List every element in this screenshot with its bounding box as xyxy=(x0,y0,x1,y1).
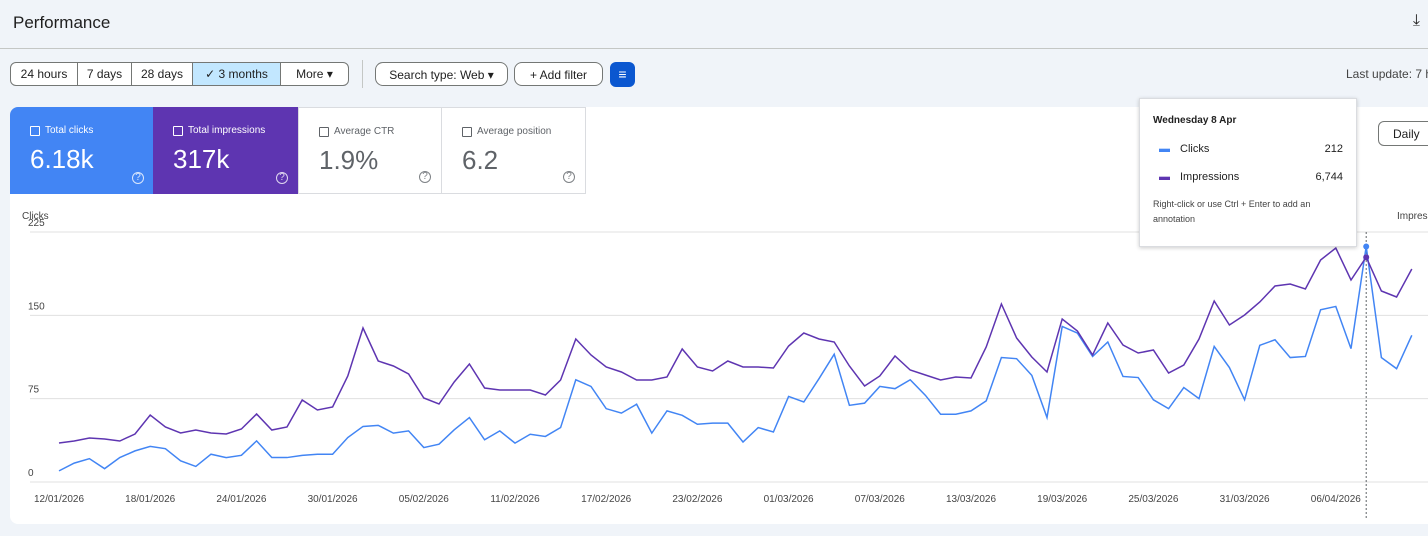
page-title: Performance xyxy=(13,13,111,32)
range-button-selected[interactable]: ✓ 3 months xyxy=(192,62,281,86)
tooltip: Wednesday 8 Apr ▬ Clicks 212 ▬ Impressions 6… xyxy=(1139,98,1357,247)
x-tick-label: 01/03/2026 xyxy=(764,494,814,505)
x-tick-label: 24/01/2026 xyxy=(216,494,266,505)
metric-value: 1.9% xyxy=(319,145,379,175)
y-tick-label: 75 xyxy=(28,385,40,396)
range-button[interactable]: 28 days xyxy=(131,62,193,86)
range-button[interactable]: 7 days xyxy=(77,62,132,86)
separator xyxy=(362,60,363,88)
tooltip-series: Clicks xyxy=(1180,143,1210,155)
x-tick-label: 12/01/2026 xyxy=(34,494,84,505)
tooltip-note: Right-click or use Ctrl + Enter to add a… xyxy=(1153,199,1311,224)
x-tick-label: 31/03/2026 xyxy=(1220,494,1270,505)
metric-label: Total impressions xyxy=(188,125,266,136)
y-tick-label: 150 xyxy=(28,301,45,312)
x-tick-label: 25/03/2026 xyxy=(1128,494,1178,505)
view-select[interactable]: Daily xyxy=(1378,121,1428,146)
range-button[interactable]: 24 hours xyxy=(10,62,78,86)
tooltip-value: 212 xyxy=(1324,143,1343,155)
metric-value: 317k xyxy=(173,144,230,174)
x-tick-label: 06/04/2026 xyxy=(1311,494,1361,505)
hover-point xyxy=(1363,254,1370,261)
metric-label: Average CTR xyxy=(334,126,395,137)
tooltip-series: Impressions xyxy=(1180,171,1240,183)
search-type[interactable]: Search type: Web ▾ xyxy=(375,62,508,86)
download[interactable]: ⤓ xyxy=(1412,12,1420,29)
x-tick-label: 23/02/2026 xyxy=(672,494,722,505)
range-more[interactable]: More ▾ xyxy=(280,62,349,86)
y2-axis-title: Impressions xyxy=(1397,211,1428,222)
add-filter-label: Add filter xyxy=(539,68,588,82)
series-line xyxy=(58,246,1413,472)
last-update: Last update: 7 h xyxy=(1346,67,1428,81)
y-axis-title: Clicks xyxy=(22,211,49,222)
x-tick-label: 17/02/2026 xyxy=(581,494,631,505)
metric-label: Average position xyxy=(477,126,552,137)
metric-card[interactable]: Total clicks 6.18k? xyxy=(10,107,154,194)
filter-icon[interactable]: ≡ xyxy=(610,62,635,87)
metric-label: Total clicks xyxy=(45,125,94,136)
add-filter[interactable]: + Add filter xyxy=(514,62,603,86)
divider xyxy=(0,48,1428,49)
metric-card[interactable]: Average position 6.2? xyxy=(441,107,586,194)
tooltip-date: Wednesday 8 Apr xyxy=(1153,115,1237,126)
x-tick-label: 05/02/2026 xyxy=(399,494,449,505)
search-type-label: Search type: Web xyxy=(389,68,485,82)
metric-card[interactable]: Total impressions 317k? xyxy=(153,107,298,194)
range-label: More xyxy=(296,67,324,81)
y-tick-label: 225 xyxy=(28,218,45,229)
x-tick-label: 13/03/2026 xyxy=(946,494,996,505)
x-tick-label: 19/03/2026 xyxy=(1037,494,1087,505)
range-label: 3 months xyxy=(218,67,268,81)
tooltip-value: 6,744 xyxy=(1315,171,1343,183)
hover-point xyxy=(1363,243,1370,250)
y-tick-label: 0 xyxy=(28,468,34,479)
metric-value: 6.2 xyxy=(462,145,499,175)
x-tick-label: 07/03/2026 xyxy=(855,494,905,505)
x-tick-label: 11/02/2026 xyxy=(490,494,540,505)
metric-value: 6.18k xyxy=(30,144,94,174)
x-tick-label: 30/01/2026 xyxy=(308,494,358,505)
x-tick-label: 18/01/2026 xyxy=(125,494,175,505)
series-line xyxy=(58,246,1413,444)
